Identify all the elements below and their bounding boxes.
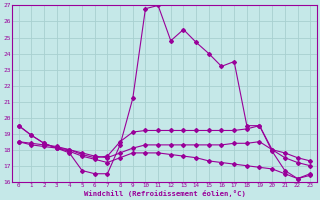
X-axis label: Windchill (Refroidissement éolien,°C): Windchill (Refroidissement éolien,°C): [84, 190, 245, 197]
